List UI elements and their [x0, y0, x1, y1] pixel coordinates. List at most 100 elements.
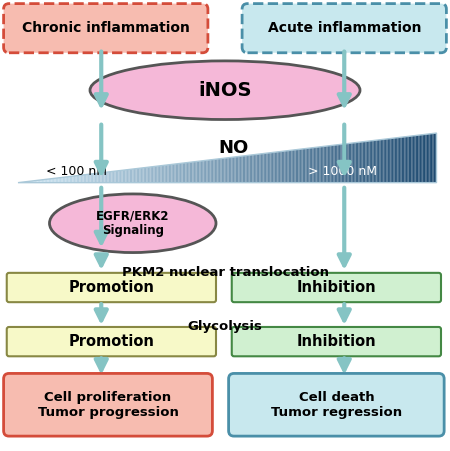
Polygon shape	[236, 156, 237, 183]
Polygon shape	[238, 156, 240, 183]
Polygon shape	[85, 175, 86, 183]
Text: < 100 nM: < 100 nM	[46, 165, 107, 178]
Polygon shape	[195, 161, 197, 183]
FancyBboxPatch shape	[7, 327, 216, 356]
Polygon shape	[100, 173, 102, 183]
Polygon shape	[342, 144, 343, 183]
Polygon shape	[164, 165, 166, 183]
Polygon shape	[330, 145, 332, 183]
Polygon shape	[298, 149, 300, 183]
Polygon shape	[364, 142, 365, 183]
Polygon shape	[360, 142, 361, 183]
Polygon shape	[78, 175, 79, 183]
Polygon shape	[163, 166, 164, 183]
Polygon shape	[169, 165, 170, 183]
Polygon shape	[155, 166, 156, 183]
Polygon shape	[316, 147, 318, 183]
Polygon shape	[183, 163, 184, 183]
Polygon shape	[64, 177, 65, 183]
Polygon shape	[347, 143, 349, 183]
Polygon shape	[209, 160, 211, 183]
Polygon shape	[356, 143, 357, 183]
Polygon shape	[274, 152, 276, 183]
Polygon shape	[117, 171, 118, 183]
Polygon shape	[177, 164, 178, 183]
Polygon shape	[307, 148, 308, 183]
Polygon shape	[361, 142, 363, 183]
Polygon shape	[35, 180, 36, 183]
Polygon shape	[262, 153, 264, 183]
Polygon shape	[351, 143, 353, 183]
Polygon shape	[199, 161, 201, 183]
Polygon shape	[208, 160, 209, 183]
Polygon shape	[250, 155, 251, 183]
Polygon shape	[344, 144, 346, 183]
Polygon shape	[99, 173, 100, 183]
Polygon shape	[325, 146, 326, 183]
Polygon shape	[332, 145, 333, 183]
Polygon shape	[184, 163, 185, 183]
Polygon shape	[126, 170, 127, 183]
Polygon shape	[90, 174, 92, 183]
Polygon shape	[245, 156, 247, 183]
Polygon shape	[264, 153, 265, 183]
Polygon shape	[294, 150, 296, 183]
Polygon shape	[159, 166, 160, 183]
FancyBboxPatch shape	[232, 327, 441, 356]
Polygon shape	[51, 179, 53, 183]
Polygon shape	[213, 159, 215, 183]
Polygon shape	[283, 151, 284, 183]
Polygon shape	[322, 147, 324, 183]
Polygon shape	[128, 170, 130, 183]
Polygon shape	[290, 150, 292, 183]
Polygon shape	[138, 168, 140, 183]
Polygon shape	[333, 145, 335, 183]
Polygon shape	[269, 153, 270, 183]
Polygon shape	[424, 134, 425, 183]
Polygon shape	[255, 154, 256, 183]
Polygon shape	[227, 158, 229, 183]
Polygon shape	[266, 153, 268, 183]
Polygon shape	[234, 157, 236, 183]
Polygon shape	[399, 138, 400, 183]
Polygon shape	[81, 175, 82, 183]
Polygon shape	[367, 141, 368, 183]
Polygon shape	[280, 152, 282, 183]
Polygon shape	[93, 174, 94, 183]
Polygon shape	[47, 179, 49, 183]
Polygon shape	[216, 159, 217, 183]
Polygon shape	[113, 171, 114, 183]
Polygon shape	[343, 144, 344, 183]
Polygon shape	[301, 149, 302, 183]
Polygon shape	[276, 152, 278, 183]
Polygon shape	[338, 145, 339, 183]
Polygon shape	[230, 157, 231, 183]
Polygon shape	[120, 170, 121, 183]
Polygon shape	[258, 154, 259, 183]
Text: Promotion: Promotion	[68, 280, 154, 295]
Polygon shape	[304, 148, 306, 183]
Polygon shape	[67, 177, 68, 183]
Polygon shape	[393, 138, 395, 183]
Polygon shape	[335, 145, 336, 183]
Polygon shape	[321, 147, 322, 183]
Polygon shape	[79, 175, 81, 183]
Polygon shape	[369, 141, 371, 183]
Polygon shape	[65, 177, 67, 183]
Polygon shape	[21, 182, 22, 183]
Ellipse shape	[50, 194, 216, 253]
Polygon shape	[50, 179, 51, 183]
Polygon shape	[130, 169, 131, 183]
Text: Inhibition: Inhibition	[297, 334, 376, 349]
Polygon shape	[86, 175, 88, 183]
Polygon shape	[145, 167, 146, 183]
FancyBboxPatch shape	[242, 4, 446, 53]
Polygon shape	[278, 152, 279, 183]
Polygon shape	[431, 133, 432, 183]
Polygon shape	[432, 133, 434, 183]
Polygon shape	[56, 178, 57, 183]
Polygon shape	[98, 173, 99, 183]
Polygon shape	[407, 136, 409, 183]
Polygon shape	[135, 169, 136, 183]
Polygon shape	[297, 149, 298, 183]
